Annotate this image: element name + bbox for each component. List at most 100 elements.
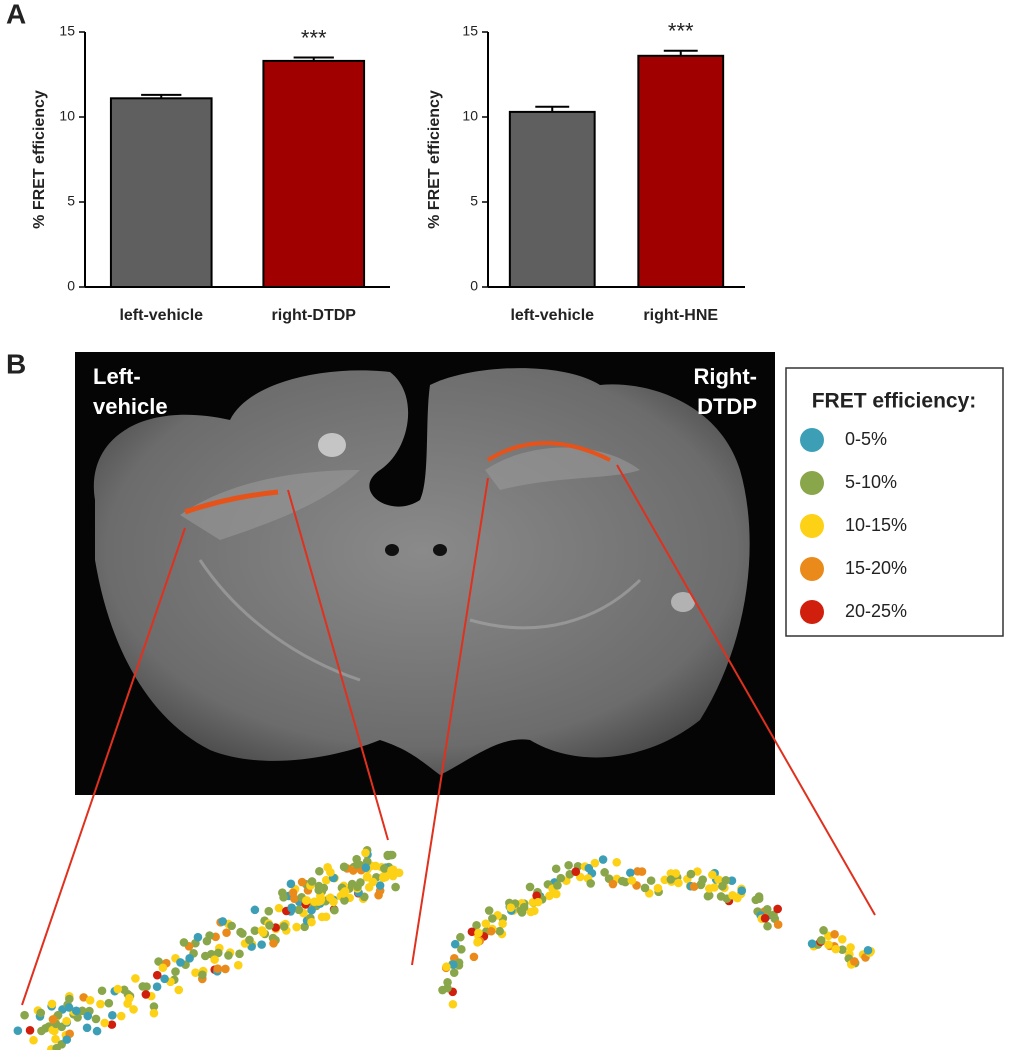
cell-dot (450, 939, 460, 949)
cell-dot (553, 881, 562, 890)
cell-dot (469, 952, 479, 962)
cell-dot (449, 968, 459, 977)
cell-dot (222, 928, 231, 937)
cell-dot (533, 897, 543, 907)
cell-dot (660, 875, 670, 885)
bar (262, 59, 366, 289)
cell-dot (837, 935, 847, 944)
cell-dot (64, 1003, 74, 1012)
cell-dot (353, 882, 362, 892)
legend-label: 10-15% (845, 515, 907, 535)
cell-dot (816, 936, 826, 945)
image-label: vehicle (93, 394, 168, 419)
cell-dot (138, 982, 148, 991)
panel-label: B (6, 348, 26, 379)
cell-dot (245, 935, 254, 945)
cell-dot (532, 891, 541, 901)
cell-dot (108, 1011, 117, 1020)
cell-dot (51, 1034, 60, 1044)
cell-dot (718, 881, 727, 891)
cell-dot (486, 926, 496, 936)
cell-dot (850, 957, 859, 966)
image-label: Right- (693, 364, 757, 389)
cell-dot (525, 882, 535, 892)
cell-dot (269, 939, 278, 948)
cell-dot (387, 866, 396, 875)
cell-dot (141, 990, 151, 999)
cell-dot (92, 1026, 102, 1036)
cell-dot (321, 875, 331, 885)
cell-dot (71, 1006, 81, 1016)
cell-dot (763, 921, 772, 931)
cell-dot (598, 855, 608, 864)
cell-dot (77, 1006, 87, 1016)
cell-dot (79, 993, 88, 1002)
cell-dot (807, 939, 817, 949)
cell-dot (556, 873, 566, 883)
legend-label: 15-20% (845, 558, 907, 578)
image-label: DTDP (697, 394, 757, 419)
legend-box (785, 367, 1004, 637)
cell-dot (760, 913, 770, 923)
cell-dot (158, 963, 168, 973)
y-tick-label: 15 (462, 23, 478, 39)
cell-dot (179, 938, 189, 947)
cell-dot (100, 1018, 109, 1028)
cell-dot (213, 948, 223, 958)
cell-dot (123, 999, 132, 1008)
cell-dot (831, 944, 841, 954)
cell-dot (506, 903, 516, 912)
cell-dot (363, 872, 372, 882)
x-tick-label: right-HNE (643, 307, 718, 324)
cell-dot (288, 888, 298, 898)
cell-dot (769, 910, 778, 920)
x-tick-label: left-vehicle (119, 307, 203, 324)
cell-dot (551, 889, 561, 899)
significance: *** (668, 19, 694, 44)
cell-dot (391, 882, 400, 892)
legend-swatch (800, 600, 824, 624)
cell-dot (633, 867, 642, 876)
cell-dots (13, 845, 876, 1050)
legend-swatch (800, 514, 824, 538)
cell-dot (762, 905, 772, 914)
cell-dot (352, 860, 362, 869)
cell-dot (443, 983, 452, 993)
cell-dot (727, 876, 737, 886)
cell-dot (640, 883, 650, 893)
bar (508, 110, 596, 289)
cell-dot (250, 905, 260, 915)
cell-dot (330, 905, 339, 915)
cell-dot (773, 904, 782, 914)
cell-dot (36, 1008, 46, 1018)
cell-dot (754, 894, 764, 904)
cell-dot (258, 928, 268, 937)
cell-dot (224, 951, 233, 960)
cell-dot (608, 879, 618, 889)
y-axis-label: % FRET efficiency (31, 90, 48, 229)
y-tick-label: 10 (59, 108, 75, 124)
cell-dot (83, 1011, 93, 1021)
cell-dot (205, 931, 214, 940)
bar (637, 54, 725, 288)
cell-dot (666, 875, 676, 884)
cell-dot (227, 921, 236, 931)
cell-dot (257, 940, 266, 949)
cell-dot (467, 927, 477, 937)
cell-dot (314, 897, 323, 906)
cell-dot (152, 982, 162, 992)
cell-dot (551, 864, 561, 874)
cell-dot (292, 922, 301, 932)
cell-dot (617, 876, 627, 886)
cell-dot (235, 949, 244, 959)
cell-dot (488, 914, 497, 923)
cell-dot (82, 1023, 92, 1033)
legend-swatch (800, 471, 824, 495)
cell-dot (307, 905, 316, 915)
cell-dot (626, 868, 635, 878)
y-tick-label: 15 (59, 23, 75, 39)
cell-dot (294, 905, 304, 915)
legend-label: 0-5% (845, 429, 887, 449)
cell-dot (247, 942, 256, 951)
cell-dot (498, 919, 507, 928)
